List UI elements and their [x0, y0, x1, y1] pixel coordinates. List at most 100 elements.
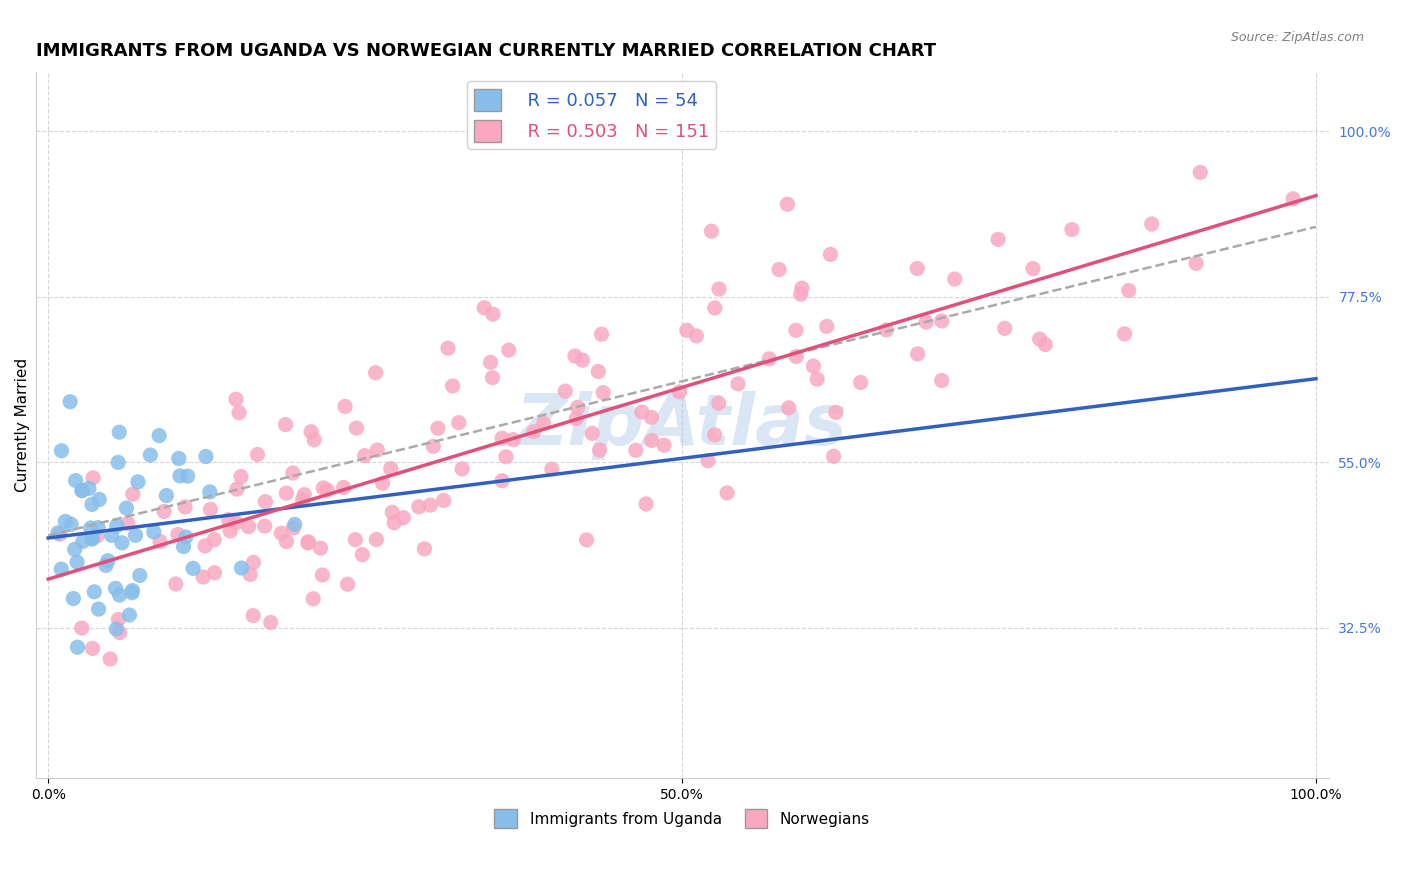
Point	[994, 321, 1017, 335]
Point	[105, 518, 128, 533]
Point	[352, 548, 374, 562]
Point	[1118, 284, 1140, 298]
Point	[219, 524, 242, 538]
Point	[703, 428, 725, 442]
Point	[242, 608, 264, 623]
Point	[776, 197, 799, 211]
Point	[451, 462, 474, 476]
Point	[128, 568, 150, 582]
Point	[108, 625, 131, 640]
Point	[785, 350, 807, 364]
Point	[291, 492, 314, 507]
Point	[943, 272, 966, 286]
Point	[915, 315, 938, 329]
Point	[820, 247, 842, 261]
Point	[194, 539, 217, 553]
Point	[567, 401, 589, 415]
Point	[174, 530, 197, 544]
Point	[366, 442, 388, 457]
Point	[100, 528, 122, 542]
Point	[419, 498, 441, 512]
Point	[533, 417, 555, 431]
Point	[46, 525, 69, 540]
Text: Source: ZipAtlas.com: Source: ZipAtlas.com	[1230, 31, 1364, 45]
Point	[246, 448, 269, 462]
Point	[652, 438, 675, 452]
Point	[703, 301, 725, 315]
Point	[381, 505, 404, 519]
Point	[82, 532, 104, 546]
Point	[260, 615, 283, 630]
Point	[707, 396, 730, 410]
Point	[581, 426, 603, 441]
Point	[1022, 261, 1045, 276]
Point	[382, 516, 405, 530]
Point	[540, 462, 562, 476]
Point	[1282, 192, 1305, 206]
Point	[353, 449, 375, 463]
Point	[51, 562, 73, 576]
Point	[49, 527, 72, 541]
Point	[72, 483, 94, 498]
Point	[875, 323, 897, 337]
Point	[281, 466, 304, 480]
Point	[94, 558, 117, 573]
Point	[70, 483, 93, 498]
Point	[142, 524, 165, 539]
Point	[697, 453, 720, 467]
Point	[198, 484, 221, 499]
Point	[491, 474, 513, 488]
Point	[523, 425, 546, 439]
Point	[588, 442, 610, 457]
Point	[276, 486, 298, 500]
Point	[641, 434, 664, 448]
Point	[586, 364, 609, 378]
Point	[82, 641, 104, 656]
Legend: Immigrants from Uganda, Norwegians: Immigrants from Uganda, Norwegians	[488, 803, 876, 834]
Point	[344, 533, 367, 547]
Point	[82, 471, 104, 485]
Point	[554, 384, 576, 398]
Point	[292, 488, 315, 502]
Point	[63, 542, 86, 557]
Point	[274, 417, 297, 432]
Point	[59, 394, 82, 409]
Point	[176, 469, 198, 483]
Point	[86, 529, 108, 543]
Point	[97, 554, 120, 568]
Point	[194, 450, 217, 464]
Point	[1028, 332, 1050, 346]
Point	[283, 521, 305, 535]
Point	[591, 327, 613, 342]
Point	[127, 475, 149, 489]
Point	[181, 561, 204, 575]
Point	[634, 497, 657, 511]
Point	[785, 323, 807, 337]
Point	[254, 494, 277, 508]
Point	[498, 343, 520, 358]
Point	[316, 483, 339, 498]
Point	[481, 370, 503, 384]
Point	[1185, 256, 1208, 270]
Point	[630, 405, 652, 419]
Point	[297, 536, 319, 550]
Point	[392, 510, 415, 524]
Point	[155, 489, 177, 503]
Point	[790, 287, 813, 301]
Point	[502, 433, 524, 447]
Point	[87, 521, 110, 535]
Point	[200, 502, 222, 516]
Point	[364, 366, 387, 380]
Point	[297, 534, 319, 549]
Point	[299, 425, 322, 439]
Point	[225, 392, 247, 407]
Point	[422, 439, 444, 453]
Point	[849, 376, 872, 390]
Point	[685, 329, 707, 343]
Point	[707, 282, 730, 296]
Point	[491, 431, 513, 445]
Point	[1189, 165, 1212, 179]
Point	[204, 566, 226, 580]
Point	[87, 602, 110, 616]
Point	[931, 374, 953, 388]
